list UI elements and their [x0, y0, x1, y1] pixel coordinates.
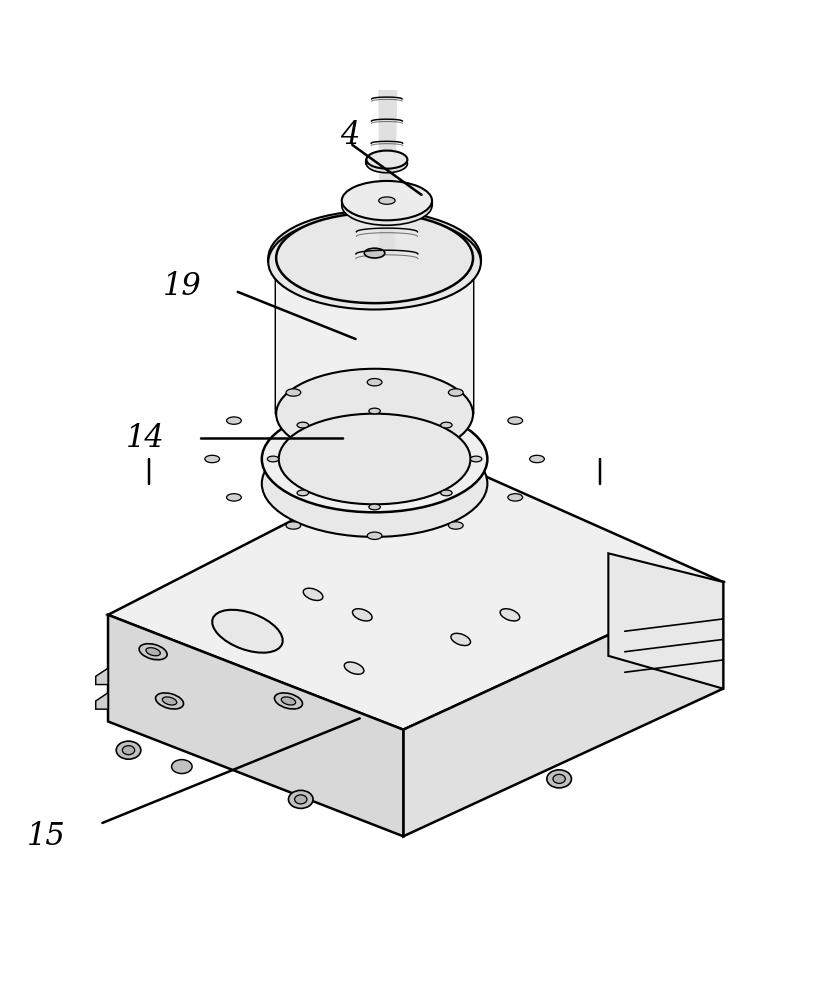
Ellipse shape: [275, 693, 303, 709]
Ellipse shape: [471, 456, 481, 462]
Ellipse shape: [295, 795, 307, 804]
Ellipse shape: [451, 633, 471, 646]
Ellipse shape: [303, 588, 323, 600]
Ellipse shape: [277, 213, 473, 303]
Ellipse shape: [546, 770, 571, 788]
Ellipse shape: [281, 697, 295, 705]
Ellipse shape: [268, 215, 481, 310]
Ellipse shape: [449, 522, 463, 529]
Text: 14: 14: [126, 423, 165, 454]
Polygon shape: [95, 668, 108, 685]
Ellipse shape: [366, 155, 407, 173]
Ellipse shape: [367, 379, 382, 386]
Text: 15: 15: [27, 821, 66, 852]
Ellipse shape: [379, 197, 395, 204]
Ellipse shape: [268, 211, 481, 305]
Ellipse shape: [449, 389, 463, 396]
Ellipse shape: [116, 741, 141, 759]
Ellipse shape: [279, 414, 471, 504]
Ellipse shape: [342, 186, 432, 225]
Ellipse shape: [162, 697, 177, 705]
Ellipse shape: [262, 430, 487, 537]
Text: 4: 4: [340, 120, 360, 151]
Ellipse shape: [262, 406, 487, 512]
Ellipse shape: [366, 151, 407, 169]
Ellipse shape: [500, 609, 520, 621]
Ellipse shape: [297, 422, 309, 428]
Ellipse shape: [146, 648, 160, 656]
Ellipse shape: [508, 494, 523, 501]
Ellipse shape: [171, 760, 192, 774]
Ellipse shape: [205, 455, 220, 463]
Ellipse shape: [344, 662, 364, 674]
Polygon shape: [95, 693, 108, 709]
Ellipse shape: [440, 422, 452, 428]
Ellipse shape: [367, 532, 382, 539]
Ellipse shape: [277, 369, 473, 459]
Ellipse shape: [289, 790, 313, 808]
Ellipse shape: [286, 522, 300, 529]
Ellipse shape: [440, 490, 452, 496]
Ellipse shape: [365, 248, 385, 258]
Ellipse shape: [286, 389, 300, 396]
Polygon shape: [277, 258, 473, 414]
Polygon shape: [108, 451, 723, 730]
Ellipse shape: [212, 610, 283, 653]
Polygon shape: [403, 582, 723, 836]
Ellipse shape: [226, 494, 241, 501]
Text: 19: 19: [162, 271, 201, 302]
Ellipse shape: [139, 644, 167, 660]
Polygon shape: [108, 615, 403, 836]
Ellipse shape: [297, 490, 309, 496]
Polygon shape: [608, 553, 723, 689]
Ellipse shape: [508, 417, 523, 424]
Ellipse shape: [352, 609, 372, 621]
Ellipse shape: [226, 417, 241, 424]
Ellipse shape: [123, 746, 135, 755]
Polygon shape: [378, 32, 398, 254]
Ellipse shape: [553, 774, 565, 783]
Ellipse shape: [530, 455, 544, 463]
Ellipse shape: [267, 456, 279, 462]
Ellipse shape: [342, 181, 432, 220]
Ellipse shape: [369, 504, 380, 510]
Ellipse shape: [156, 693, 184, 709]
Ellipse shape: [369, 408, 380, 414]
